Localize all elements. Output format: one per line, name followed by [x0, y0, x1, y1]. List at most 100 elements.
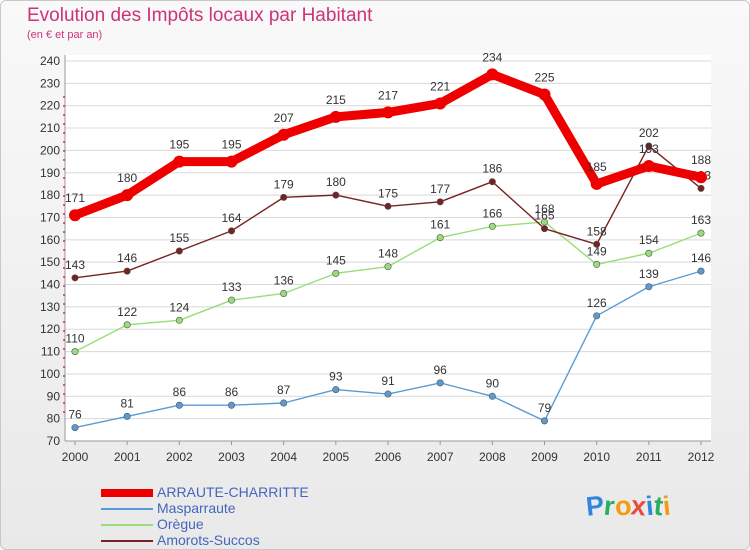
x-tick-label: 2004: [270, 450, 297, 464]
data-point: [71, 274, 79, 282]
data-point: [695, 171, 707, 184]
data-point: [590, 177, 603, 190]
data-point: [123, 267, 131, 275]
data-point: [173, 155, 186, 168]
legend-swatch: [101, 489, 153, 497]
y-tick-label: 70: [47, 434, 61, 448]
data-point: [436, 198, 444, 206]
logo-letter: i: [660, 490, 672, 522]
legend-label: Masparraute: [157, 500, 236, 516]
data-point: [436, 379, 444, 387]
data-point: [332, 386, 340, 394]
data-point: [642, 160, 655, 173]
data-point: [645, 283, 653, 291]
legend-swatch: [101, 508, 153, 510]
data-label: 234: [482, 50, 502, 64]
data-label: 217: [378, 88, 398, 102]
legend-swatch: [101, 524, 153, 526]
data-point: [225, 155, 238, 168]
data-label: 185: [587, 160, 607, 174]
data-point: [697, 229, 705, 237]
data-point: [697, 267, 705, 275]
data-point: [382, 106, 394, 119]
data-label: 225: [534, 71, 554, 85]
data-label: 166: [482, 206, 502, 220]
data-label: 186: [482, 162, 502, 176]
x-tick-label: 2007: [427, 450, 454, 464]
x-tick-label: 2000: [62, 450, 89, 464]
y-tick-label: 80: [47, 412, 61, 426]
data-label: 175: [378, 186, 398, 200]
y-tick-label: 120: [40, 322, 60, 336]
data-label: 146: [117, 251, 137, 265]
y-tick-label: 150: [40, 255, 60, 269]
chart-subtitle: (en € et par an): [27, 29, 103, 41]
data-point: [228, 296, 236, 304]
data-point: [175, 247, 183, 255]
data-label: 145: [326, 253, 346, 267]
x-tick-label: 2001: [114, 450, 141, 464]
y-tick-label: 220: [40, 99, 60, 113]
y-tick-label: 200: [40, 143, 60, 157]
data-point: [228, 401, 236, 409]
data-point: [486, 68, 499, 81]
data-label: 133: [221, 280, 241, 294]
data-point: [228, 227, 236, 235]
data-label: 154: [639, 233, 659, 247]
data-point: [697, 184, 705, 192]
x-tick-label: 2010: [583, 450, 610, 464]
x-tick-label: 2009: [531, 450, 558, 464]
data-point: [71, 348, 79, 356]
y-tick-label: 240: [40, 54, 60, 68]
data-label: 146: [691, 251, 711, 265]
data-label: 86: [225, 385, 239, 399]
data-point: [540, 218, 548, 226]
y-tick-label: 90: [47, 389, 61, 403]
legend-swatch: [101, 540, 153, 542]
data-point: [384, 202, 392, 210]
data-label: 90: [486, 376, 500, 390]
data-label: 96: [433, 363, 447, 377]
y-tick-label: 180: [40, 188, 60, 202]
data-label: 180: [326, 175, 346, 189]
x-tick-label: 2005: [322, 450, 349, 464]
data-label: 188: [691, 153, 711, 167]
data-point: [71, 424, 79, 432]
data-point: [434, 97, 447, 110]
data-label: 93: [329, 370, 343, 384]
y-tick-label: 190: [40, 166, 60, 180]
data-label: 139: [639, 267, 659, 281]
data-point: [123, 321, 131, 329]
data-label: 180: [117, 171, 137, 185]
data-point: [123, 412, 131, 420]
data-label: 110: [65, 332, 84, 346]
data-label: 87: [277, 383, 291, 397]
y-tick-label: 140: [40, 278, 60, 292]
x-tick-label: 2012: [688, 450, 715, 464]
y-tick-label: 100: [40, 367, 60, 381]
data-point: [329, 110, 342, 123]
data-label: 215: [326, 93, 346, 107]
data-point: [593, 240, 601, 248]
data-point: [538, 88, 551, 101]
data-point: [121, 189, 134, 202]
data-point: [488, 392, 496, 400]
y-tick-label: 130: [40, 300, 60, 314]
data-label: 195: [221, 138, 241, 152]
data-label: 136: [274, 273, 294, 287]
data-point: [436, 234, 444, 242]
data-point: [645, 142, 653, 150]
data-label: 86: [173, 385, 187, 399]
data-label: 81: [120, 396, 134, 410]
data-label: 76: [68, 408, 82, 422]
data-label: 171: [65, 191, 85, 205]
data-label: 163: [691, 213, 711, 227]
y-tick-label: 110: [41, 345, 60, 359]
data-label: 177: [430, 182, 450, 196]
data-label: 91: [381, 374, 395, 388]
data-point: [488, 222, 496, 230]
data-label: 79: [538, 401, 552, 415]
data-label: 158: [587, 224, 607, 238]
